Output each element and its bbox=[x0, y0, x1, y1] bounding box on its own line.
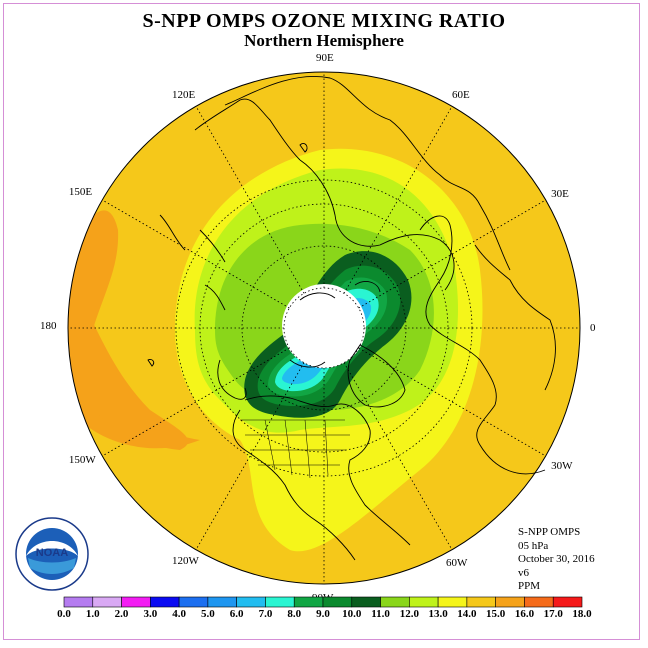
colorbar-swatch bbox=[150, 596, 180, 608]
colorbar-tick-label: 12.0 bbox=[399, 608, 419, 620]
colorbar-tick-label: 13.0 bbox=[428, 608, 448, 620]
longitude-label-120e: 120E bbox=[172, 88, 196, 101]
colorbar-tick-label: 2.0 bbox=[114, 608, 129, 620]
colorbar-tick-label: 16.0 bbox=[514, 608, 535, 620]
meridian-line bbox=[343, 362, 453, 550]
colorbar-tick-label: 8.0 bbox=[287, 608, 302, 620]
logo-text: NOAA bbox=[36, 547, 68, 559]
coastlines bbox=[147, 76, 556, 561]
state-borders bbox=[240, 419, 350, 479]
noaa-logo: NOAA bbox=[15, 517, 89, 591]
colorbar-swatch bbox=[380, 596, 410, 608]
map-boundary bbox=[67, 71, 581, 585]
colorbar-tick-label: 11.0 bbox=[371, 608, 390, 620]
colorbar-swatch bbox=[409, 596, 439, 608]
longitude-label-30e: 30E bbox=[551, 188, 569, 200]
contour-14-15-sw bbox=[70, 300, 189, 450]
colorbar-swatch bbox=[552, 596, 583, 608]
info-version: v6 bbox=[518, 566, 529, 579]
colorbar-tick-label: 6.0 bbox=[229, 608, 244, 620]
colorbar-tick-label: 9.0 bbox=[316, 608, 330, 620]
colorbar-swatch bbox=[524, 596, 554, 608]
colorbar-tick-label: 17.0 bbox=[543, 608, 563, 620]
info-date: October 30, 2016 bbox=[518, 553, 595, 565]
meridian-line bbox=[102, 199, 290, 309]
longitude-label-30w: 30W bbox=[551, 460, 573, 472]
longitude-label-60w: 60W bbox=[446, 557, 468, 570]
colorbar-swatch bbox=[437, 596, 468, 608]
colorbar-swatch bbox=[351, 596, 381, 608]
colorbar-swatch bbox=[236, 596, 266, 608]
longitude-label-90e: 90E bbox=[316, 52, 334, 64]
longitude-label-60e: 60E bbox=[452, 88, 470, 101]
longitude-label-0: 0 bbox=[590, 322, 596, 334]
colorbar-tick-label: 15.0 bbox=[486, 608, 506, 620]
colorbar-tick-label: 4.0 bbox=[172, 608, 186, 620]
colorbar-swatch bbox=[322, 596, 353, 608]
colorbar-swatch bbox=[293, 596, 324, 608]
colorbar-tick-label: 5.0 bbox=[201, 608, 215, 620]
meridian-line bbox=[102, 347, 290, 457]
colorbar-swatch bbox=[265, 596, 295, 608]
colorbar-tick-label: 10.0 bbox=[342, 608, 362, 620]
colorbar-swatch bbox=[207, 596, 237, 608]
lat-70 bbox=[241, 245, 407, 411]
colorbar-swatch bbox=[178, 596, 209, 608]
colorbar-swatch bbox=[495, 596, 525, 608]
colorbar-swatch bbox=[63, 596, 94, 608]
colorbar-tick-label: 14.0 bbox=[457, 608, 477, 620]
map-title: S-NPP OMPS OZONE MIXING RATIO bbox=[142, 10, 506, 32]
image-frame bbox=[3, 3, 640, 640]
polar-no-data bbox=[282, 284, 366, 368]
longitude-label-120w: 120W bbox=[172, 555, 199, 568]
colorbar-swatch bbox=[466, 596, 496, 608]
info-instrument: S-NPP OMPS bbox=[518, 526, 581, 538]
meridian-line bbox=[195, 106, 305, 294]
colorbar-swatch bbox=[121, 596, 151, 608]
meridian-line bbox=[195, 362, 305, 550]
colorbar-tick-label: 0.0 bbox=[57, 608, 71, 620]
colorbar-tick-label: 3.0 bbox=[143, 608, 158, 620]
meridian-line bbox=[358, 199, 546, 309]
meridians bbox=[68, 72, 580, 584]
colorbar-swatch bbox=[92, 596, 122, 608]
ozone-field bbox=[68, 72, 580, 584]
meridian-line bbox=[343, 106, 453, 294]
colorbar-tick-label: 18.0 bbox=[572, 608, 592, 620]
longitude-label-150w: 150W bbox=[68, 454, 96, 466]
info-block: S-NPP OMPS 05 hPa October 30, 2016 v6 PP… bbox=[518, 526, 595, 594]
colorbar bbox=[63, 596, 583, 608]
longitude-label-150e: 150E bbox=[68, 186, 93, 198]
meridian-line bbox=[358, 347, 546, 457]
info-units: PPM bbox=[518, 580, 541, 592]
colorbar-tick-label: 7.0 bbox=[258, 608, 273, 620]
map-subtitle: Northern Hemisphere bbox=[244, 31, 404, 50]
colorbar-tick-label: 1.0 bbox=[85, 608, 100, 620]
longitude-label-180: 180 bbox=[40, 320, 57, 332]
info-level: 05 hPa bbox=[518, 539, 549, 552]
